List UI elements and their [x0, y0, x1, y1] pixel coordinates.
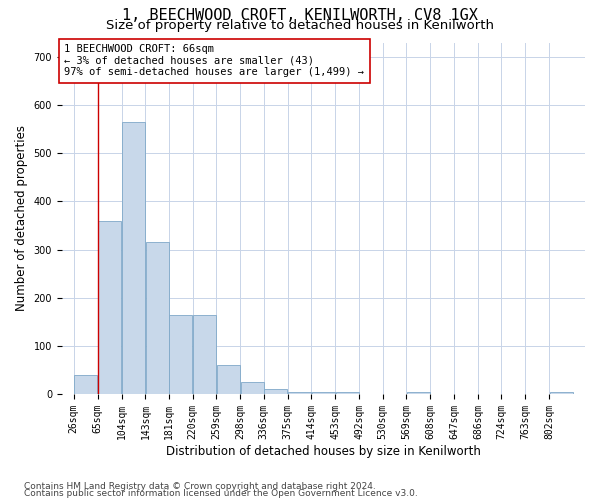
- Text: 1 BEECHWOOD CROFT: 66sqm
← 3% of detached houses are smaller (43)
97% of semi-de: 1 BEECHWOOD CROFT: 66sqm ← 3% of detache…: [64, 44, 364, 78]
- Bar: [146, 242, 169, 394]
- Bar: [169, 314, 192, 394]
- Bar: [122, 122, 145, 394]
- Bar: [264, 389, 287, 394]
- Text: Contains HM Land Registry data © Crown copyright and database right 2024.: Contains HM Land Registry data © Crown c…: [24, 482, 376, 491]
- Bar: [312, 392, 335, 394]
- Y-axis label: Number of detached properties: Number of detached properties: [15, 125, 28, 311]
- Bar: [98, 220, 121, 394]
- Bar: [217, 365, 240, 394]
- Bar: [193, 314, 216, 394]
- Bar: [335, 392, 359, 394]
- Bar: [288, 392, 311, 394]
- Bar: [550, 392, 572, 394]
- X-axis label: Distribution of detached houses by size in Kenilworth: Distribution of detached houses by size …: [166, 444, 481, 458]
- Bar: [74, 374, 97, 394]
- Bar: [241, 382, 264, 394]
- Text: Size of property relative to detached houses in Kenilworth: Size of property relative to detached ho…: [106, 18, 494, 32]
- Bar: [407, 392, 430, 394]
- Text: 1, BEECHWOOD CROFT, KENILWORTH, CV8 1GX: 1, BEECHWOOD CROFT, KENILWORTH, CV8 1GX: [122, 8, 478, 22]
- Text: Contains public sector information licensed under the Open Government Licence v3: Contains public sector information licen…: [24, 489, 418, 498]
